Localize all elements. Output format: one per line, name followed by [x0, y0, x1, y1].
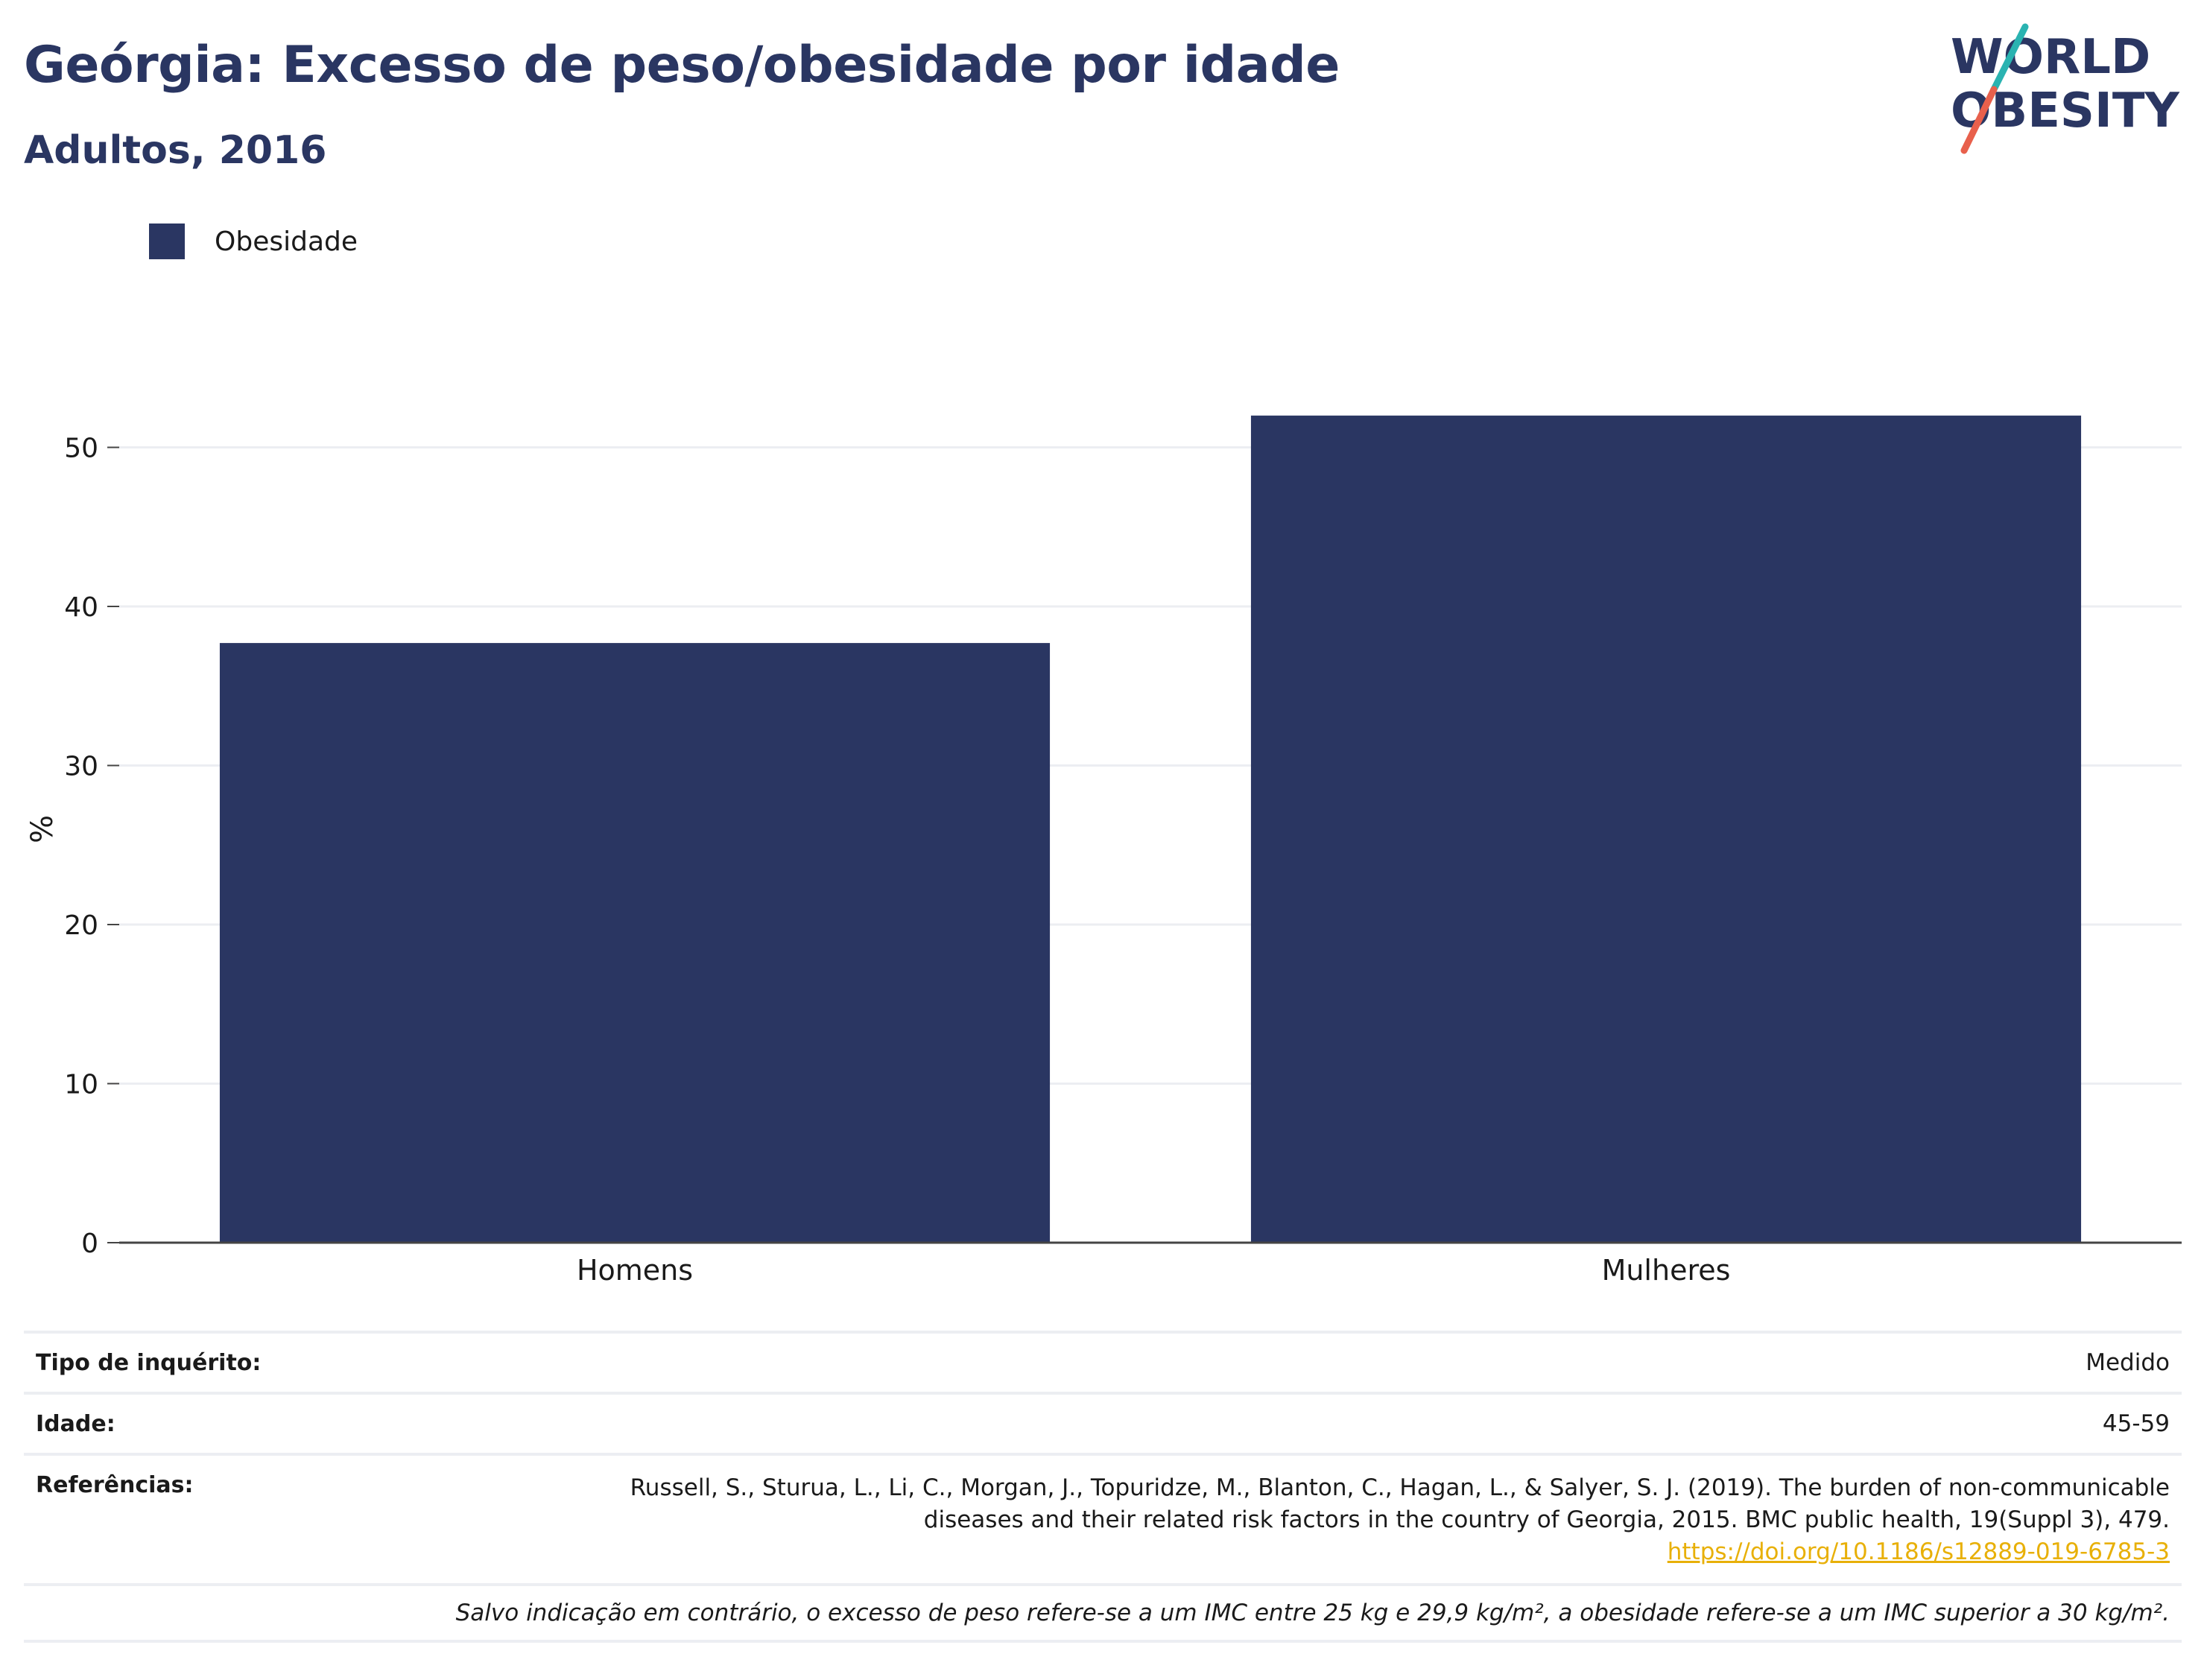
y-axis-title: %: [25, 815, 60, 843]
legend[interactable]: Obesidade: [149, 221, 358, 262]
metadata-table: Tipo de inquérito: Medido Idade: 45-59 R…: [24, 1331, 2182, 1643]
references-value: Russell, S., Sturua, L., Li, C., Morgan,…: [630, 1472, 2170, 1568]
legend-label-obesidade: Obesidade: [215, 226, 358, 257]
age-label: Idade:: [36, 1410, 115, 1437]
y-tick-label-20: 20: [64, 910, 98, 941]
legend-swatch-obesidade: [149, 224, 185, 259]
reference-doi-link[interactable]: https://doi.org/10.1186/s12889-019-6785-…: [1667, 1538, 2170, 1565]
y-tick-label-40: 40: [64, 592, 98, 623]
chart-subtitle: Adultos, 2016: [24, 128, 327, 173]
x-tick-label-mulheres: Mulheres: [1602, 1254, 1731, 1287]
meta-row-references: Referências: Russell, S., Sturua, L., Li…: [24, 1453, 2182, 1583]
logo-slash-bottom: [1960, 86, 1998, 154]
age-value: 45-59: [2102, 1410, 2170, 1437]
x-tick-label-homens: Homens: [577, 1254, 693, 1287]
bar-chart: 0 10 20 30 40 50 Homens Mulheres%: [25, 415, 2182, 1287]
survey-type-value: Medido: [2086, 1348, 2170, 1376]
reference-line-1: Russell, S., Sturua, L., Li, C., Morgan,…: [630, 1474, 2170, 1501]
world-obesity-logo: WORLD OBESITY: [1951, 23, 2179, 154]
survey-type-label: Tipo de inquérito:: [36, 1349, 262, 1376]
chart-title: Geórgia: Excesso de peso/obesidade por i…: [24, 36, 1340, 95]
bar-mulheres: [1250, 415, 2082, 1243]
bar-homens: [219, 643, 1051, 1243]
footnote: Salvo indicação em contrário, o excesso …: [24, 1583, 2182, 1643]
y-tick-label-10: 10: [64, 1070, 98, 1100]
axis-layer: 0 10 20 30 40 50 Homens Mulheres%: [25, 434, 2182, 1287]
meta-row-age: Idade: 45-59: [24, 1392, 2182, 1453]
y-tick-label-50: 50: [64, 434, 98, 464]
references-label: Referências:: [36, 1472, 194, 1498]
bar-layer: [219, 415, 2082, 1243]
y-tick-label-30: 30: [64, 752, 98, 782]
reference-line-2: diseases and their related risk factors …: [923, 1506, 2170, 1533]
y-tick-label-0: 0: [81, 1229, 98, 1259]
logo-slash-top: [1990, 23, 2029, 93]
logo-word-world: WORLD: [1951, 30, 2150, 85]
meta-row-survey-type: Tipo de inquérito: Medido: [24, 1331, 2182, 1392]
